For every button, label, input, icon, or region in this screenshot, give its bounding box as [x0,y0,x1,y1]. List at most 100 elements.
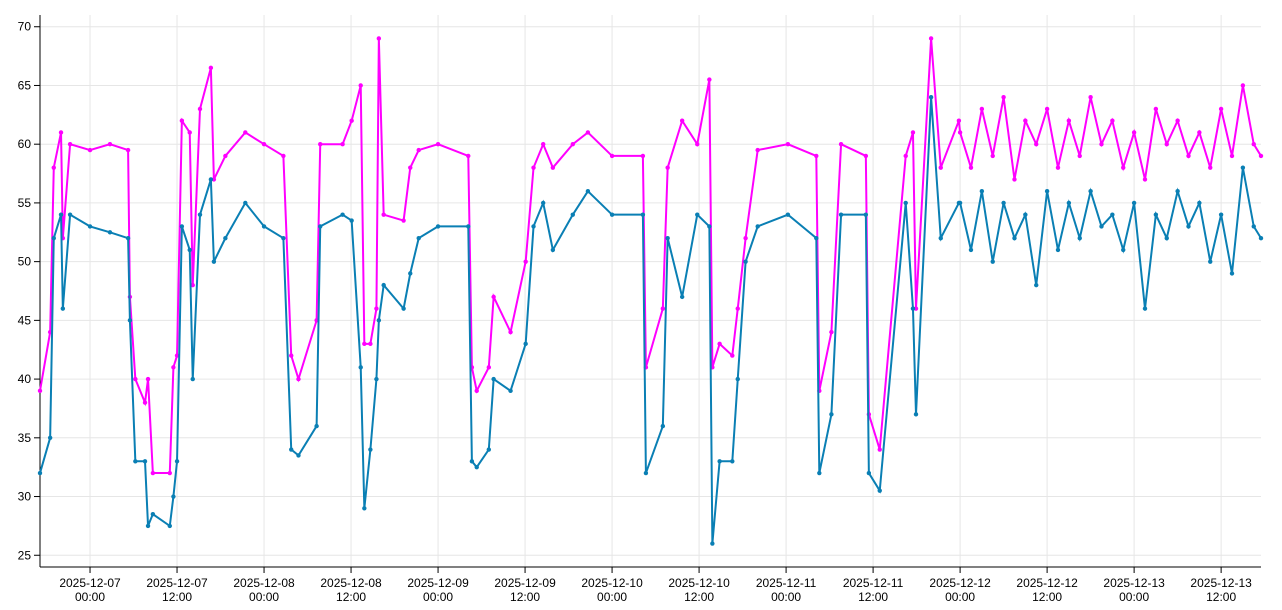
x-tick-label: 2025-12-07 00:00 [59,576,121,604]
point [1066,118,1072,123]
point [838,212,844,217]
point [289,447,294,452]
point [362,341,367,347]
point [1077,235,1082,241]
point [877,488,882,493]
point [928,36,934,41]
point [1175,118,1180,123]
point [910,306,916,311]
point [1055,165,1061,170]
point [938,165,943,170]
point [1001,95,1006,100]
point [1099,141,1104,147]
point [208,177,214,182]
point [142,400,148,405]
point [1142,306,1148,311]
point [817,470,822,476]
point [1099,224,1104,229]
point [1251,224,1256,229]
point [1229,153,1235,159]
point [474,388,479,394]
y-tick-label: 60 [18,137,32,151]
series-line [39,97,1262,544]
point [665,235,670,241]
point [730,459,735,464]
point [1110,118,1115,123]
point [107,230,113,235]
point [408,271,413,276]
point [585,188,591,194]
point [374,376,379,382]
point [190,376,195,382]
point [643,470,649,476]
point [416,147,421,153]
point [1034,141,1039,147]
point [1077,153,1082,159]
point [1164,141,1169,147]
point [243,130,248,135]
point [979,188,985,194]
point [956,118,962,123]
point [318,224,323,229]
point [540,200,546,206]
series-line [39,38,1262,475]
point [376,318,382,323]
point [171,494,176,499]
point [87,147,93,153]
y-tick-label: 45 [18,313,32,327]
point [87,224,93,229]
x-tick-label: 2025-12-07 12:00 [146,576,208,604]
point [990,153,995,159]
point [717,341,722,347]
point [913,306,919,311]
point [717,459,722,464]
point [51,235,56,241]
y-tick-label: 30 [18,490,32,504]
point [838,141,844,147]
x-tick-label: 2025-12-08 12:00 [320,576,382,604]
point [695,141,700,147]
point [174,353,180,358]
point [785,141,791,147]
point [1186,153,1191,159]
point [243,200,248,206]
point [368,341,373,347]
point [223,235,228,241]
point [585,130,591,135]
point [435,224,441,229]
point [197,106,203,112]
point [142,459,148,464]
point [349,218,354,223]
point [679,294,685,300]
point [223,153,228,159]
point [37,470,43,476]
point [381,212,386,217]
point [866,470,872,476]
point [695,212,700,217]
point [755,147,760,153]
point [910,130,916,135]
point [957,200,963,206]
point [755,224,760,229]
point [1175,188,1180,194]
point [197,212,203,217]
point [1012,235,1017,241]
point [1023,212,1028,217]
point [508,388,513,394]
point [1208,165,1213,170]
point [743,259,748,264]
point [187,247,192,253]
point [570,141,575,147]
point [314,423,319,429]
y-tick-label: 25 [18,548,32,562]
point [408,165,413,170]
point [1131,200,1137,206]
point [1153,212,1159,217]
point [167,470,172,476]
point [469,459,475,464]
point [133,459,138,464]
point [660,423,666,429]
point [508,329,513,335]
point [1208,259,1213,264]
y-tick-label: 50 [18,255,32,269]
